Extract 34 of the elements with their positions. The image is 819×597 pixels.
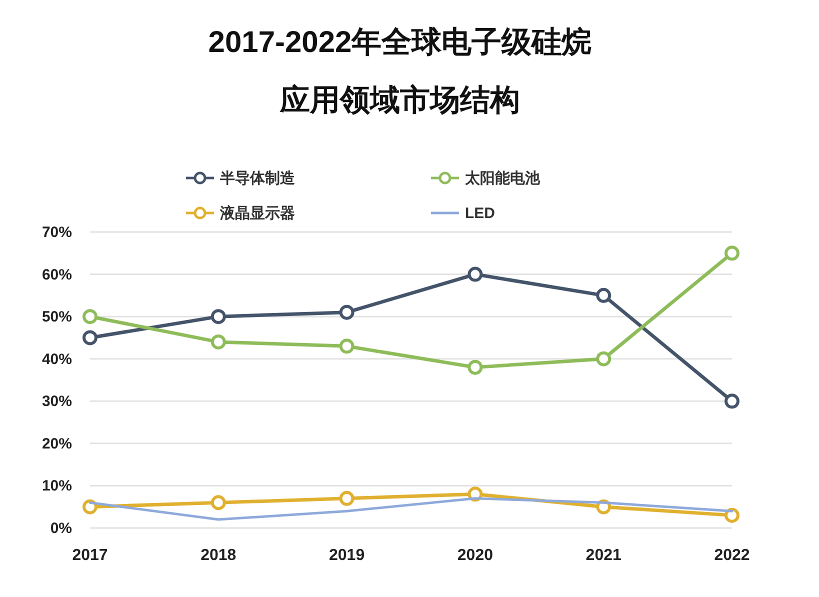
point xyxy=(339,490,354,506)
x-tick-label: 2022 xyxy=(714,547,750,564)
y-tick-label: 50% xyxy=(42,308,72,326)
legend-label: LED xyxy=(465,205,496,222)
legend-label: 液晶显示器 xyxy=(219,204,295,222)
point xyxy=(468,266,483,282)
y-tick-label: 10% xyxy=(42,478,72,495)
chart-title: 2017-2022年全球电子级硅烷 xyxy=(208,26,592,59)
point xyxy=(724,394,740,409)
point xyxy=(210,309,226,324)
point xyxy=(339,304,354,320)
point xyxy=(596,288,612,303)
chart-subtitle: 应用领域市场结构 xyxy=(279,83,520,117)
point xyxy=(724,246,740,261)
y-tick-label: 20% xyxy=(42,435,72,452)
point xyxy=(82,309,98,324)
point xyxy=(210,334,226,350)
legend-label: 半导体制造 xyxy=(219,170,296,187)
x-tick-label: 2018 xyxy=(200,547,236,564)
y-tick-label: 0% xyxy=(50,520,72,537)
point xyxy=(468,360,483,375)
legend-label: 太阳能电池 xyxy=(464,170,541,187)
y-tick-label: 60% xyxy=(42,266,72,284)
y-tick-label: 40% xyxy=(42,350,72,368)
y-tick-label: 70% xyxy=(42,224,72,241)
x-tick-label: 2020 xyxy=(457,547,494,564)
point xyxy=(210,495,226,510)
point xyxy=(339,338,354,354)
y-tick-label: 30% xyxy=(42,393,72,410)
x-tick-label: 2021 xyxy=(586,547,622,564)
point xyxy=(82,330,98,346)
x-tick-label: 2017 xyxy=(72,547,108,564)
x-tick-label: 2019 xyxy=(329,547,365,564)
point xyxy=(596,351,612,366)
